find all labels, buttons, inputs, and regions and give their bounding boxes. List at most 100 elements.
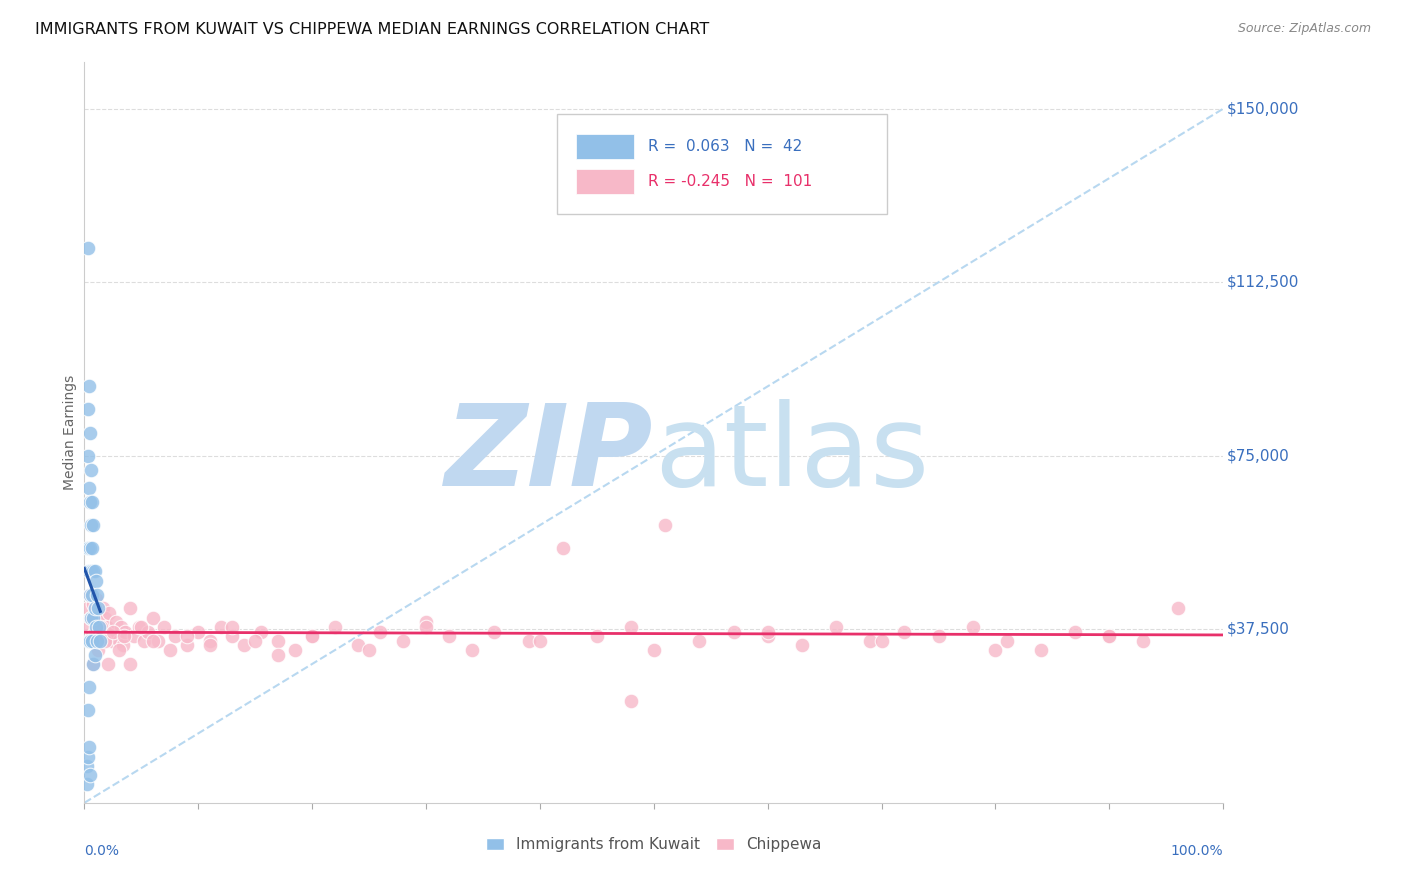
Point bbox=[112, 639, 135, 653]
Point bbox=[756, 624, 779, 639]
Point bbox=[198, 639, 221, 653]
Point bbox=[83, 624, 105, 639]
Point bbox=[105, 615, 128, 630]
Point bbox=[80, 610, 103, 624]
Point bbox=[221, 629, 243, 643]
Point bbox=[80, 462, 103, 476]
Legend: Immigrants from Kuwait, Chippewa: Immigrants from Kuwait, Chippewa bbox=[479, 831, 828, 858]
Point bbox=[86, 620, 108, 634]
Text: R =  0.063   N =  42: R = 0.063 N = 42 bbox=[648, 139, 803, 154]
Point bbox=[93, 624, 115, 639]
Point bbox=[76, 777, 98, 791]
Point bbox=[586, 629, 609, 643]
Point bbox=[82, 518, 104, 533]
Point bbox=[723, 624, 745, 639]
Point bbox=[94, 633, 117, 648]
Point bbox=[928, 629, 950, 643]
Point bbox=[392, 633, 415, 648]
Point bbox=[110, 620, 132, 634]
Point bbox=[87, 601, 110, 615]
Point bbox=[323, 620, 346, 634]
Point bbox=[82, 541, 104, 556]
Point bbox=[1167, 601, 1189, 615]
Text: 0.0%: 0.0% bbox=[84, 844, 120, 857]
Point bbox=[82, 657, 104, 671]
Point bbox=[83, 648, 105, 662]
Point bbox=[90, 633, 112, 648]
Point bbox=[82, 597, 104, 611]
Point bbox=[91, 601, 114, 615]
Point bbox=[89, 629, 111, 643]
Point bbox=[176, 629, 198, 643]
Point bbox=[98, 606, 121, 620]
Point bbox=[94, 629, 117, 643]
Point bbox=[267, 633, 290, 648]
Point bbox=[101, 624, 124, 639]
Text: ZIP: ZIP bbox=[446, 400, 654, 510]
Point bbox=[962, 620, 984, 634]
Point bbox=[76, 541, 98, 556]
Point bbox=[128, 620, 150, 634]
Point bbox=[136, 624, 159, 639]
Point bbox=[82, 565, 104, 579]
Point bbox=[82, 629, 104, 643]
Text: $75,000: $75,000 bbox=[1226, 449, 1289, 463]
Point bbox=[80, 518, 103, 533]
Point bbox=[86, 588, 108, 602]
Point bbox=[114, 624, 136, 639]
Point bbox=[654, 518, 676, 533]
FancyBboxPatch shape bbox=[576, 169, 634, 194]
Point bbox=[112, 629, 135, 643]
Point bbox=[176, 639, 198, 653]
Point bbox=[118, 601, 141, 615]
Point bbox=[1132, 633, 1154, 648]
Point bbox=[301, 629, 323, 643]
Point bbox=[460, 643, 482, 657]
Point bbox=[221, 620, 243, 634]
Point bbox=[893, 624, 915, 639]
Point bbox=[77, 620, 100, 634]
Point bbox=[620, 620, 643, 634]
Point bbox=[77, 379, 100, 393]
Point bbox=[84, 629, 107, 643]
Point bbox=[118, 657, 141, 671]
Point bbox=[80, 610, 103, 624]
Point bbox=[89, 620, 111, 634]
Point bbox=[82, 633, 104, 648]
Point bbox=[79, 425, 101, 440]
Point bbox=[415, 615, 437, 630]
Point bbox=[107, 643, 129, 657]
Point bbox=[89, 615, 111, 630]
Point bbox=[82, 610, 104, 624]
Point bbox=[132, 633, 155, 648]
Point bbox=[756, 629, 779, 643]
Point bbox=[346, 639, 368, 653]
Point bbox=[1098, 629, 1121, 643]
Y-axis label: Median Earnings: Median Earnings bbox=[63, 375, 77, 491]
Point bbox=[859, 633, 882, 648]
Point bbox=[77, 680, 100, 694]
Point bbox=[198, 633, 221, 648]
Point bbox=[87, 643, 110, 657]
Text: $37,500: $37,500 bbox=[1226, 622, 1289, 637]
Point bbox=[79, 588, 101, 602]
Point bbox=[1029, 643, 1052, 657]
Text: Source: ZipAtlas.com: Source: ZipAtlas.com bbox=[1237, 22, 1371, 36]
Point bbox=[82, 588, 104, 602]
Point bbox=[84, 620, 107, 634]
Point bbox=[187, 624, 209, 639]
Point bbox=[96, 620, 118, 634]
Text: atlas: atlas bbox=[654, 400, 929, 510]
Point bbox=[267, 648, 290, 662]
Point bbox=[437, 629, 460, 643]
Point bbox=[82, 495, 104, 509]
Point bbox=[159, 643, 181, 657]
Point bbox=[84, 592, 107, 607]
Point bbox=[142, 610, 165, 624]
Point bbox=[103, 624, 125, 639]
Point bbox=[79, 588, 101, 602]
Point bbox=[76, 749, 98, 764]
Point bbox=[142, 633, 165, 648]
Point bbox=[87, 606, 110, 620]
Point bbox=[870, 633, 893, 648]
